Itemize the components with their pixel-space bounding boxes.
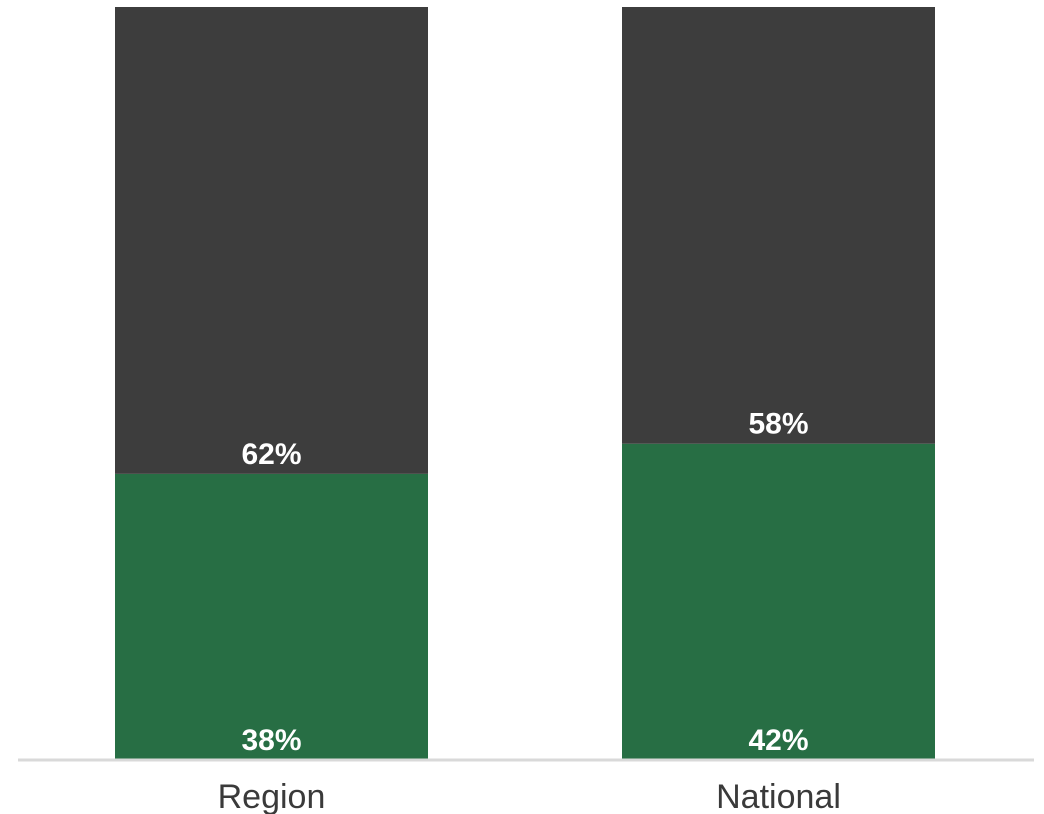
bar-region-segment-0 <box>115 473 428 760</box>
data-label-national-segment-1: 58% <box>748 408 808 441</box>
category-label-national: National <box>716 778 841 814</box>
category-label-region: Region <box>218 778 326 814</box>
data-label-national-segment-0: 42% <box>748 724 808 757</box>
bar-region-segment-1 <box>115 7 428 474</box>
category-labels-group: Region National <box>218 778 841 814</box>
bar-national-segment-1 <box>622 7 935 444</box>
bars-group <box>115 7 935 760</box>
bar-national-segment-0 <box>622 443 935 760</box>
data-label-region-segment-0: 38% <box>241 724 301 757</box>
data-label-region-segment-1: 62% <box>241 438 301 471</box>
data-labels-group: 38% 62% 42% 58% <box>241 408 808 757</box>
